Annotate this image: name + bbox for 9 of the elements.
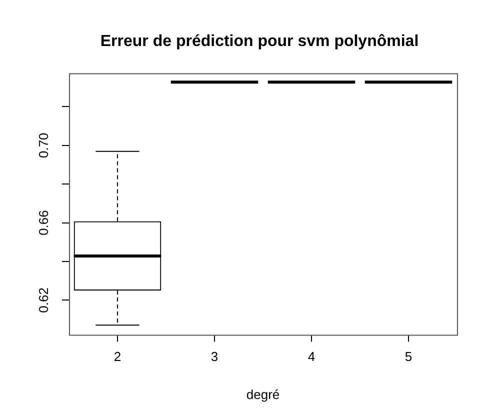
chart-title: Erreur de prédiction pour svm polynômial: [100, 33, 419, 50]
y-tick-label: 0.66: [36, 210, 52, 236]
x-tick-label: 2: [114, 349, 122, 364]
y-tick-label: 0.62: [36, 288, 52, 313]
x-tick-label: 4: [308, 349, 316, 364]
x-tick-label: 5: [404, 349, 412, 364]
y-tick-label: 0.70: [36, 132, 52, 158]
x-tick-label: 3: [210, 349, 218, 364]
x-axis-title: degré: [246, 386, 280, 402]
